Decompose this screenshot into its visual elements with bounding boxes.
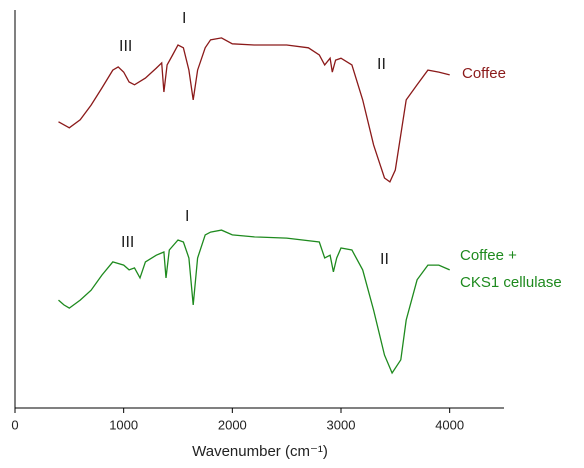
series-label: Coffee + CKS1 cellulase [460,247,562,291]
x-tick-label: 1000 [109,417,138,432]
x-tick-label: 3000 [327,417,356,432]
band-annotation: I [185,208,190,225]
spectrum-line [58,37,450,183]
x-tick-label: 4000 [435,417,464,432]
band-annotation: III [119,38,133,55]
spectrum-line [58,229,450,375]
band-annotation: II [380,251,389,268]
x-axis-label: Wavenumber (cm⁻¹) [192,443,328,460]
series-label: Coffee [462,65,506,82]
x-tick-label: 2000 [218,417,247,432]
band-annotation: III [121,234,135,251]
band-annotation: II [377,56,386,73]
band-annotation: I [182,10,187,27]
x-tick-label: 0 [11,417,18,432]
